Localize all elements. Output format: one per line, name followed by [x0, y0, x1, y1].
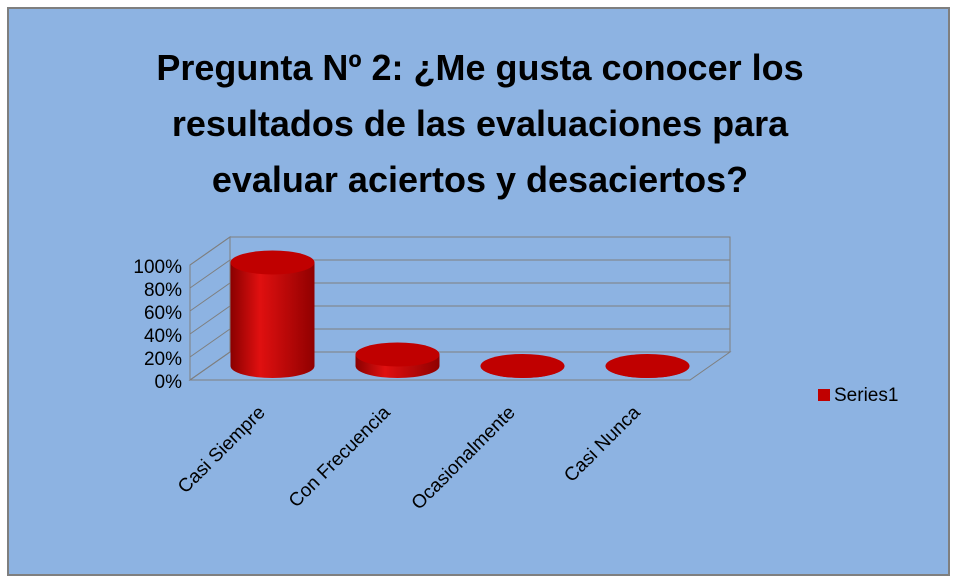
cylinder	[230, 250, 315, 378]
cylinder-top	[480, 354, 565, 378]
cylinder	[480, 354, 565, 378]
grid-line	[189, 259, 730, 289]
y-tick-label: 60%	[144, 303, 182, 324]
cylinder	[355, 342, 440, 378]
grid-line	[189, 305, 730, 335]
grid-line	[189, 328, 730, 358]
legend-label: Series1	[834, 385, 898, 406]
grid-line	[189, 351, 730, 381]
cylinder-top	[230, 250, 315, 275]
grid-line	[189, 236, 730, 266]
y-tick-label: 20%	[144, 349, 182, 370]
y-tick-label: 100%	[133, 257, 182, 278]
y-tick-label: 0%	[155, 372, 183, 393]
cylinder-top	[355, 342, 440, 367]
cylinder	[605, 354, 690, 378]
chart-title: Pregunta Nº 2: ¿Me gusta conocer los res…	[156, 47, 804, 200]
y-tick-label: 80%	[144, 280, 182, 301]
y-tick-label: 40%	[144, 326, 182, 347]
legend-swatch	[818, 389, 830, 401]
cylinder-top	[605, 354, 690, 378]
grid-line	[189, 282, 730, 312]
chart-area	[7, 7, 950, 576]
cylinder-body	[230, 262, 315, 378]
